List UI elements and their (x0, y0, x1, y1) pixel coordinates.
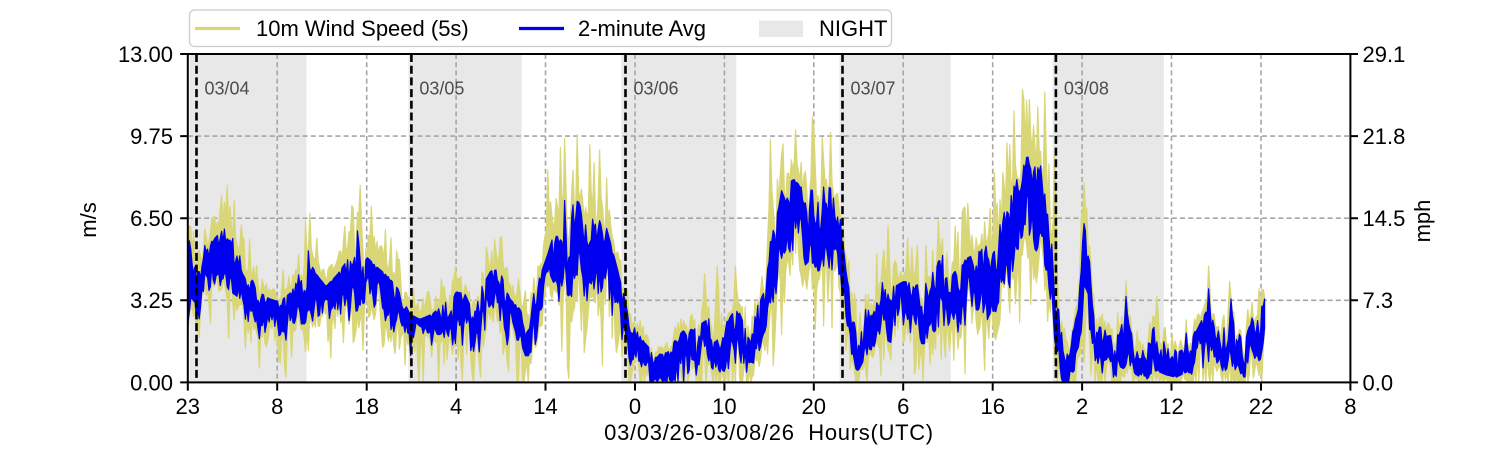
svg-text:03/05: 03/05 (419, 79, 464, 99)
svg-text:NIGHT: NIGHT (819, 16, 887, 41)
svg-text:14.5: 14.5 (1363, 206, 1406, 231)
svg-text:23: 23 (176, 394, 200, 419)
svg-text:6.50: 6.50 (130, 206, 173, 231)
svg-text:m/s: m/s (76, 202, 101, 237)
svg-text:8: 8 (1344, 394, 1356, 419)
svg-text:14: 14 (533, 394, 557, 419)
svg-text:3.25: 3.25 (130, 288, 173, 313)
svg-text:8: 8 (271, 394, 283, 419)
svg-text:10: 10 (712, 394, 736, 419)
svg-text:4: 4 (450, 394, 462, 419)
svg-text:0.00: 0.00 (130, 370, 173, 395)
svg-text:12: 12 (1159, 394, 1183, 419)
svg-text:20: 20 (802, 394, 826, 419)
svg-text:0.0: 0.0 (1363, 370, 1394, 395)
svg-text:03/04: 03/04 (205, 79, 250, 99)
svg-text:22: 22 (1249, 394, 1273, 419)
svg-text:03/03/26-03/08/26 Hours(UTC): 03/03/26-03/08/26 Hours(UTC) (604, 420, 934, 445)
svg-text:6: 6 (897, 394, 909, 419)
svg-text:0: 0 (629, 394, 641, 419)
svg-text:10m Wind Speed (5s): 10m Wind Speed (5s) (256, 16, 469, 41)
svg-text:16: 16 (980, 394, 1004, 419)
svg-text:9.75: 9.75 (130, 124, 173, 149)
svg-text:mph: mph (1410, 200, 1435, 243)
svg-text:13.00: 13.00 (118, 42, 173, 67)
svg-text:2-minute Avg: 2-minute Avg (578, 16, 706, 41)
svg-text:2: 2 (1076, 394, 1088, 419)
svg-text:21.8: 21.8 (1363, 124, 1406, 149)
svg-text:29.1: 29.1 (1363, 42, 1406, 67)
svg-text:03/07: 03/07 (851, 79, 896, 99)
svg-text:18: 18 (354, 394, 378, 419)
svg-text:7.3: 7.3 (1363, 288, 1394, 313)
svg-text:03/08: 03/08 (1064, 79, 1109, 99)
svg-text:03/06: 03/06 (634, 79, 679, 99)
